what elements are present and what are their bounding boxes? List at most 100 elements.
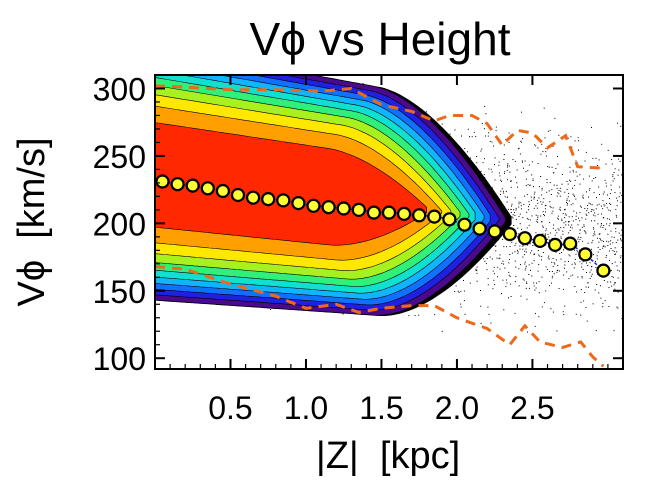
mean-point [336,201,351,216]
x-axis-label: |Z| [kpc] [316,435,460,477]
scatter-point [526,281,527,283]
scatter-point [508,274,510,276]
scatter-point [605,256,607,258]
scatter-point [488,132,490,134]
scatter-point [544,235,546,237]
scatter-point [500,179,502,181]
scatter-point [571,227,573,229]
scatter-point [505,286,507,288]
scatter-point [518,201,520,203]
scatter-point [461,135,462,137]
scatter-point [608,225,610,227]
scatter-point [566,271,568,273]
scatter-point [414,315,416,316]
scatter-point [559,195,561,197]
scatter-point [539,255,541,257]
scatter-point [582,269,584,270]
scatter-point [593,192,595,194]
scatter-point [533,207,535,209]
scatter-point [591,273,593,275]
scatter-point [516,182,518,184]
scatter-point [529,219,531,221]
scatter-point [533,285,535,287]
scatter-point [541,306,543,308]
scatter-point [587,282,589,284]
scatter-point [441,330,443,332]
scatter-point [613,236,615,238]
scatter-point [493,273,495,275]
scatter-point [342,313,344,315]
scatter-point [551,212,553,214]
scatter-point [560,227,562,229]
scatter-point [553,262,555,264]
scatter-point [574,263,576,265]
scatter-point [615,209,617,211]
scatter-point [525,267,527,269]
scatter-point [493,245,495,246]
scatter-point [484,105,486,107]
scatter-point [559,208,561,210]
scatter-point [545,211,546,213]
scatter-point [531,161,533,163]
scatter-point [572,220,574,222]
scatter-point [592,227,594,229]
scatter-point [584,292,586,293]
scatter-point [515,218,517,220]
scatter-point [595,267,597,268]
scatter-point [590,211,592,212]
scatter-point [621,318,623,320]
scatter-point [511,216,513,218]
scatter-point [557,192,559,194]
scatter-point [552,172,554,174]
scatter-point [585,286,587,288]
scatter-point [609,223,611,225]
scatter-point [434,314,436,316]
scatter-point [591,127,592,128]
scatter-point [490,168,492,170]
scatter-point [510,209,512,211]
scatter-point [547,238,549,240]
scatter-point [514,251,516,253]
scatter-point [506,169,508,171]
scatter-point [602,306,604,308]
scatter-point [612,180,614,182]
y-tick-label: 200 [93,206,146,242]
scatter-point [473,131,475,133]
scatter-point [520,202,522,204]
scatter-point [536,220,538,222]
scatter-point [480,305,482,307]
scatter-point [526,283,528,284]
scatter-point [520,205,522,207]
scatter-point [515,242,517,244]
scatter-point [593,209,595,211]
scatter-point [494,179,496,181]
scatter-point [551,277,553,279]
scatter-point [564,261,566,263]
scatter-point [609,243,611,245]
scatter-point [454,129,456,131]
scatter-point [582,194,584,196]
scatter-point [425,111,427,113]
scatter-point [522,248,524,250]
scatter-point [577,276,579,278]
scatter-point [568,200,570,202]
scatter-point [495,129,497,131]
scatter-point [551,271,553,272]
scatter-point [528,164,530,166]
mean-point [487,224,502,239]
scatter-point [567,183,569,185]
scatter-point [608,306,610,307]
scatter-point [493,145,494,147]
mean-point [291,196,306,211]
scatter-point [572,169,574,171]
scatter-point [589,278,591,279]
scatter-point [520,264,521,266]
scatter-point [487,306,489,308]
scatter-point [523,167,524,169]
mean-point [578,247,593,262]
scatter-point [514,160,516,162]
scatter-point [519,245,521,247]
scatter-point [536,207,538,209]
scatter-point [599,194,600,195]
